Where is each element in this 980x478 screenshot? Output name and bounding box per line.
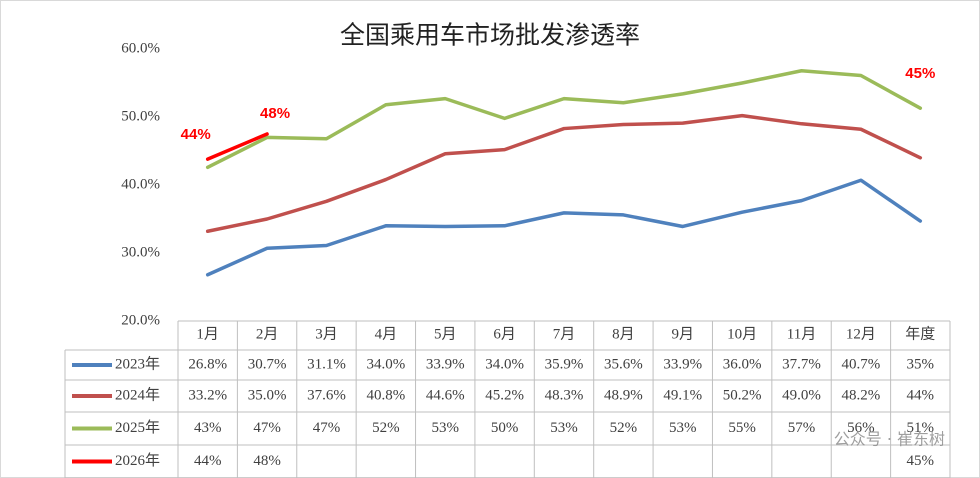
table-cell: 33.9% bbox=[663, 356, 702, 372]
table-cell: 50.2% bbox=[723, 387, 762, 403]
x-tick-label: 8月 bbox=[612, 326, 635, 342]
table-cell: 30.7% bbox=[248, 356, 287, 372]
x-tick-label: 6月 bbox=[493, 326, 516, 342]
table-cell: 31.1% bbox=[307, 356, 346, 372]
chart-title: 全国乘用车市场批发渗透率 bbox=[340, 22, 640, 50]
table-cell: 45% bbox=[907, 453, 935, 469]
table-cell: 35.9% bbox=[545, 356, 584, 372]
table-cell: 47% bbox=[313, 420, 341, 436]
table-cell: 33.9% bbox=[426, 356, 465, 372]
table-cell: 49.1% bbox=[663, 387, 702, 403]
table-cell: 45.2% bbox=[485, 387, 524, 403]
table-cell: 53% bbox=[550, 420, 578, 436]
table-cell: 43% bbox=[194, 420, 222, 436]
y-tick-label: 50.0% bbox=[121, 108, 160, 124]
series-line bbox=[205, 178, 923, 277]
y-tick-label: 40.0% bbox=[121, 176, 160, 192]
table-cell: 36.0% bbox=[723, 356, 762, 372]
x-tick-label: 7月 bbox=[553, 326, 576, 342]
table-cell: 47% bbox=[253, 420, 281, 436]
x-tick-label: 9月 bbox=[672, 326, 695, 342]
table-cell: 53% bbox=[431, 420, 459, 436]
data-label: 45% bbox=[905, 65, 935, 82]
x-tick-label: 4月 bbox=[375, 326, 398, 342]
table-cell: 48% bbox=[253, 453, 281, 469]
x-tick-label: 2月 bbox=[256, 326, 279, 342]
x-tick-label: 年度 bbox=[905, 325, 935, 342]
x-tick-label: 1月 bbox=[196, 326, 219, 342]
table-cell: 52% bbox=[372, 420, 400, 436]
table-cell: 35.0% bbox=[248, 387, 287, 403]
table-cell: 48.9% bbox=[604, 387, 643, 403]
table-cell: 34.0% bbox=[485, 356, 524, 372]
series-line bbox=[205, 69, 923, 170]
y-tick-label: 30.0% bbox=[121, 244, 160, 260]
table-cell: 44% bbox=[194, 453, 222, 469]
watermark: 公众号 · 崔东树 bbox=[834, 430, 945, 449]
x-tick-label: 12月 bbox=[846, 326, 876, 342]
table-cell: 52% bbox=[610, 420, 638, 436]
table-cell: 35.6% bbox=[604, 356, 643, 372]
table-cell: 37.7% bbox=[782, 356, 821, 372]
x-tick-label: 11月 bbox=[787, 326, 816, 342]
y-tick-label: 60.0% bbox=[121, 40, 160, 56]
table-cell: 57% bbox=[788, 420, 816, 436]
table-cell: 40.8% bbox=[366, 387, 405, 403]
table-cell: 44.6% bbox=[426, 387, 465, 403]
table-cell: 34.0% bbox=[366, 356, 405, 372]
table-cell: 35% bbox=[907, 356, 935, 372]
table-cell: 40.7% bbox=[842, 356, 881, 372]
data-label: 48% bbox=[260, 105, 290, 122]
table-cell: 44% bbox=[907, 387, 935, 403]
table-cell: 48.3% bbox=[545, 387, 584, 403]
y-tick-label: 20.0% bbox=[121, 312, 160, 328]
table-cell: 50% bbox=[491, 420, 519, 436]
legend-label: 2023年 bbox=[115, 355, 160, 372]
table-cell: 26.8% bbox=[188, 356, 227, 372]
table-cell: 51% bbox=[907, 420, 935, 436]
x-tick-label: 3月 bbox=[315, 326, 338, 342]
table-cell: 55% bbox=[728, 420, 756, 436]
table-cell: 37.6% bbox=[307, 387, 346, 403]
series-line bbox=[205, 113, 923, 233]
legend-label: 2026年 bbox=[115, 452, 160, 469]
x-tick-label: 10月 bbox=[727, 326, 757, 342]
table-cell: 56% bbox=[847, 420, 875, 436]
data-label: 44% bbox=[181, 126, 211, 143]
table-cell: 53% bbox=[669, 420, 697, 436]
x-tick-label: 5月 bbox=[434, 326, 457, 342]
table-cell: 33.2% bbox=[188, 387, 227, 403]
legend-label: 2025年 bbox=[115, 419, 160, 436]
table-cell: 48.2% bbox=[842, 387, 881, 403]
table-cell: 49.0% bbox=[782, 387, 821, 403]
legend-label: 2024年 bbox=[115, 386, 160, 403]
